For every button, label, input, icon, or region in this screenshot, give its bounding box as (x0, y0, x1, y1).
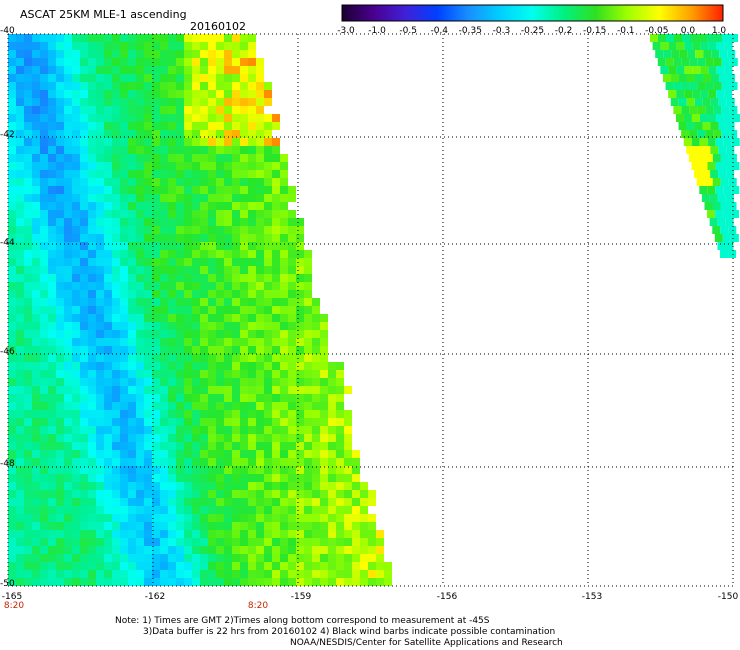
lat-label-50: -50 (0, 579, 15, 589)
colorbar-label: -0.35 (458, 26, 482, 36)
colorbar-label: -0.05 (645, 26, 669, 36)
note-line-3: NOAA/NESDIS/Center for Satellite Applica… (290, 638, 563, 648)
note-line-1: Note: 1) Times are GMT 2)Times along bot… (115, 616, 490, 626)
colorbar-label: -0.4 (430, 26, 449, 36)
colorbar-label: -0.25 (520, 26, 545, 36)
colorbar-label: -0.3 (492, 26, 511, 36)
lat-label-44: -44 (0, 238, 15, 248)
lon-label-156: -156 (436, 592, 458, 602)
swath-data (8, 34, 740, 586)
colorbar-label: -0.2 (554, 26, 573, 36)
lat-label-48: -48 (0, 459, 15, 469)
lon-label-165: -165 (1, 592, 23, 602)
colorbar-label: -3.0 (337, 26, 355, 36)
map-title: ASCAT 25KM MLE-1 ascending (20, 8, 187, 21)
lat-label-40: -40 (0, 26, 15, 36)
colorbar-label: -0.5 (399, 26, 417, 36)
map-date: 20160102 (190, 20, 246, 33)
colorbar-label: 0.0 (680, 26, 696, 36)
lon-label-159: -159 (290, 592, 312, 602)
colorbar-label: -0.1 (616, 26, 635, 36)
lat-label-46: -46 (0, 347, 15, 357)
lon-label-150: -150 (717, 592, 739, 602)
time-label-mid: 8:20 (247, 601, 269, 611)
colorbar (341, 4, 724, 22)
colorbar-label: -1.0 (368, 26, 386, 36)
colorbar-label: -0.15 (583, 26, 607, 36)
note-line-2: 3)Data buffer is 22 hrs from 20160102 4)… (143, 627, 556, 637)
lat-lon-grid (7, 33, 734, 587)
lon-label-162: -162 (144, 592, 166, 602)
lon-label-153: -153 (581, 592, 603, 602)
colorbar-gradient (341, 4, 724, 22)
colorbar-label: 1.0 (711, 26, 727, 36)
lat-label-42: -42 (0, 130, 15, 140)
time-label-left: 8:20 (3, 601, 25, 611)
